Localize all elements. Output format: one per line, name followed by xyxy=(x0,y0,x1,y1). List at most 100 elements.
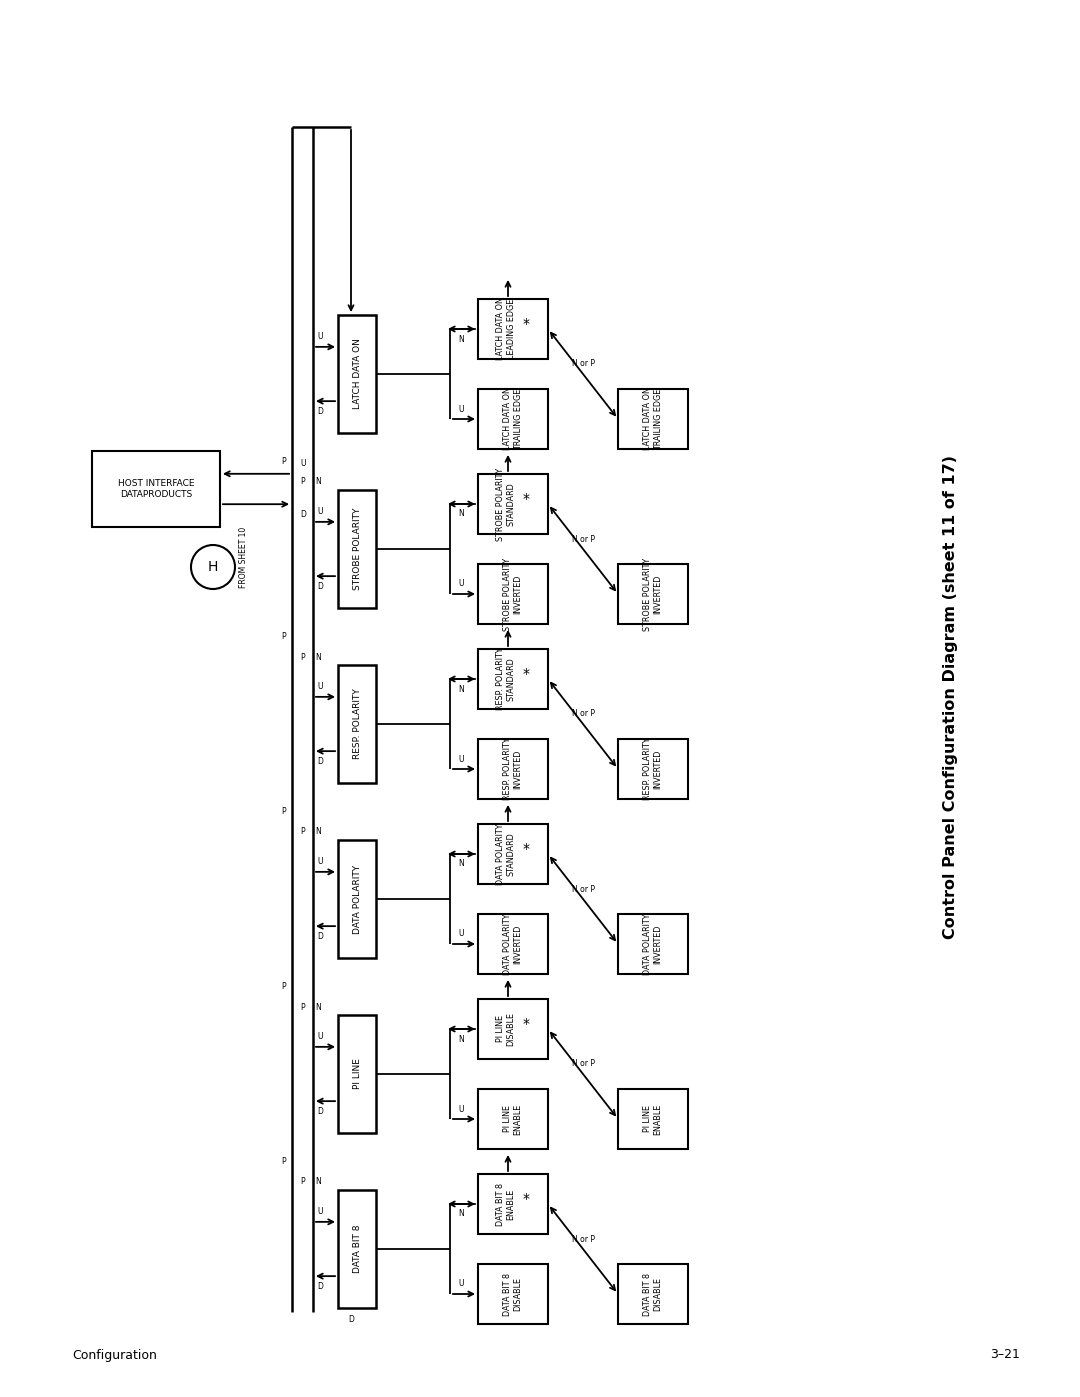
Bar xyxy=(338,665,376,782)
Text: STROBE POLARITY
STANDARD: STROBE POLARITY STANDARD xyxy=(497,468,516,541)
Text: RESP. POLARITY
INVERTED: RESP. POLARITY INVERTED xyxy=(503,738,523,800)
Text: U: U xyxy=(318,1207,323,1217)
Bar xyxy=(478,914,548,974)
Text: LATCH DATA ON: LATCH DATA ON xyxy=(352,338,362,409)
Text: N or P: N or P xyxy=(571,1059,594,1069)
Text: RESP. POLARITY: RESP. POLARITY xyxy=(352,689,362,760)
Bar xyxy=(478,1173,548,1234)
Text: N: N xyxy=(315,652,321,662)
Text: *: * xyxy=(523,1017,529,1031)
Text: DATA BIT 8
ENABLE: DATA BIT 8 ENABLE xyxy=(497,1182,516,1225)
Bar xyxy=(478,1264,548,1324)
Text: P: P xyxy=(282,807,286,816)
Bar xyxy=(478,388,548,448)
Bar xyxy=(478,474,548,534)
Bar xyxy=(478,650,548,710)
Text: DATA POLARITY
INVERTED: DATA POLARITY INVERTED xyxy=(644,914,663,975)
Text: PI LINE
DISABLE: PI LINE DISABLE xyxy=(497,1011,516,1046)
Text: P: P xyxy=(282,457,286,467)
Text: PI LINE
ENABLE: PI LINE ENABLE xyxy=(644,1104,663,1134)
Text: PI LINE: PI LINE xyxy=(352,1059,362,1090)
Bar xyxy=(618,388,688,448)
Bar xyxy=(618,1264,688,1324)
Text: Control Panel Configuration Diagram (sheet 11 of 17): Control Panel Configuration Diagram (she… xyxy=(943,455,958,939)
Text: *: * xyxy=(523,1192,529,1206)
Bar xyxy=(618,739,688,799)
Text: STROBE POLARITY
INVERTED: STROBE POLARITY INVERTED xyxy=(644,557,663,630)
Text: N: N xyxy=(315,478,321,486)
Text: P: P xyxy=(282,982,286,990)
Text: DATA BIT 8
DISABLE: DATA BIT 8 DISABLE xyxy=(644,1273,663,1316)
Bar xyxy=(338,314,376,433)
Text: U: U xyxy=(318,682,323,692)
Bar xyxy=(478,564,548,624)
Text: U: U xyxy=(458,1280,463,1288)
Text: U: U xyxy=(318,1032,323,1041)
Text: N: N xyxy=(315,1003,321,1011)
Text: LATCH DATA ON
TRAILING EDGE: LATCH DATA ON TRAILING EDGE xyxy=(503,387,523,450)
Text: P: P xyxy=(282,1157,286,1166)
Text: D: D xyxy=(318,407,323,416)
Bar xyxy=(338,1016,376,1133)
Text: N: N xyxy=(458,859,463,869)
Bar xyxy=(478,739,548,799)
Circle shape xyxy=(191,545,235,590)
Text: U: U xyxy=(318,858,323,866)
Text: D: D xyxy=(348,1316,354,1324)
Text: N: N xyxy=(315,1178,321,1186)
Bar xyxy=(338,490,376,608)
Text: P: P xyxy=(300,827,305,837)
Text: D: D xyxy=(318,581,323,591)
Text: N or P: N or P xyxy=(571,535,594,543)
Bar xyxy=(478,299,548,359)
Text: P: P xyxy=(300,652,305,662)
Bar xyxy=(478,999,548,1059)
Text: P: P xyxy=(300,478,305,486)
Bar xyxy=(92,451,220,527)
Text: N: N xyxy=(458,1210,463,1218)
Text: DATA BIT 8: DATA BIT 8 xyxy=(352,1225,362,1273)
Text: D: D xyxy=(318,932,323,940)
Text: P: P xyxy=(300,1003,305,1011)
Text: N or P: N or P xyxy=(571,1235,594,1243)
Text: U: U xyxy=(300,460,306,468)
Text: N: N xyxy=(458,1035,463,1044)
Text: LATCH DATA ON
LEADING EDGE: LATCH DATA ON LEADING EDGE xyxy=(497,298,516,360)
Text: D: D xyxy=(300,510,306,518)
Text: STROBE POLARITY: STROBE POLARITY xyxy=(352,509,362,590)
Text: N: N xyxy=(458,685,463,693)
Text: *: * xyxy=(523,492,529,506)
Bar xyxy=(478,824,548,884)
Bar xyxy=(338,840,376,958)
Text: D: D xyxy=(318,1106,323,1116)
Bar xyxy=(338,1190,376,1308)
Text: 3–21: 3–21 xyxy=(990,1348,1020,1362)
Text: P: P xyxy=(282,631,286,641)
Text: U: U xyxy=(318,507,323,517)
Text: U: U xyxy=(458,929,463,939)
Text: *: * xyxy=(523,842,529,856)
Text: DATA BIT 8
DISABLE: DATA BIT 8 DISABLE xyxy=(503,1273,523,1316)
Bar xyxy=(618,1090,688,1148)
Text: D: D xyxy=(318,1281,323,1291)
Text: RESP. POLARITY
STANDARD: RESP. POLARITY STANDARD xyxy=(497,648,516,710)
Text: LATCH DATA ON
TRAILING EDGE: LATCH DATA ON TRAILING EDGE xyxy=(644,387,663,450)
Text: U: U xyxy=(458,1105,463,1113)
Text: N: N xyxy=(458,510,463,518)
Text: D: D xyxy=(318,757,323,766)
Text: *: * xyxy=(523,666,529,680)
Text: U: U xyxy=(458,405,463,414)
Text: DATA POLARITY: DATA POLARITY xyxy=(352,865,362,933)
Text: U: U xyxy=(458,754,463,764)
Text: STROBE POLARITY
INVERTED: STROBE POLARITY INVERTED xyxy=(503,557,523,630)
Text: DATA POLARITY
STANDARD: DATA POLARITY STANDARD xyxy=(497,823,516,884)
Text: U: U xyxy=(458,580,463,588)
Text: U: U xyxy=(318,332,323,341)
Text: *: * xyxy=(523,317,529,331)
Text: DATA POLARITY
INVERTED: DATA POLARITY INVERTED xyxy=(503,914,523,975)
Text: P: P xyxy=(300,1178,305,1186)
Text: N or P: N or P xyxy=(571,884,594,894)
Text: N: N xyxy=(315,827,321,837)
Text: FROM SHEET 10: FROM SHEET 10 xyxy=(239,527,247,588)
Text: RESP. POLARITY
INVERTED: RESP. POLARITY INVERTED xyxy=(644,738,663,800)
